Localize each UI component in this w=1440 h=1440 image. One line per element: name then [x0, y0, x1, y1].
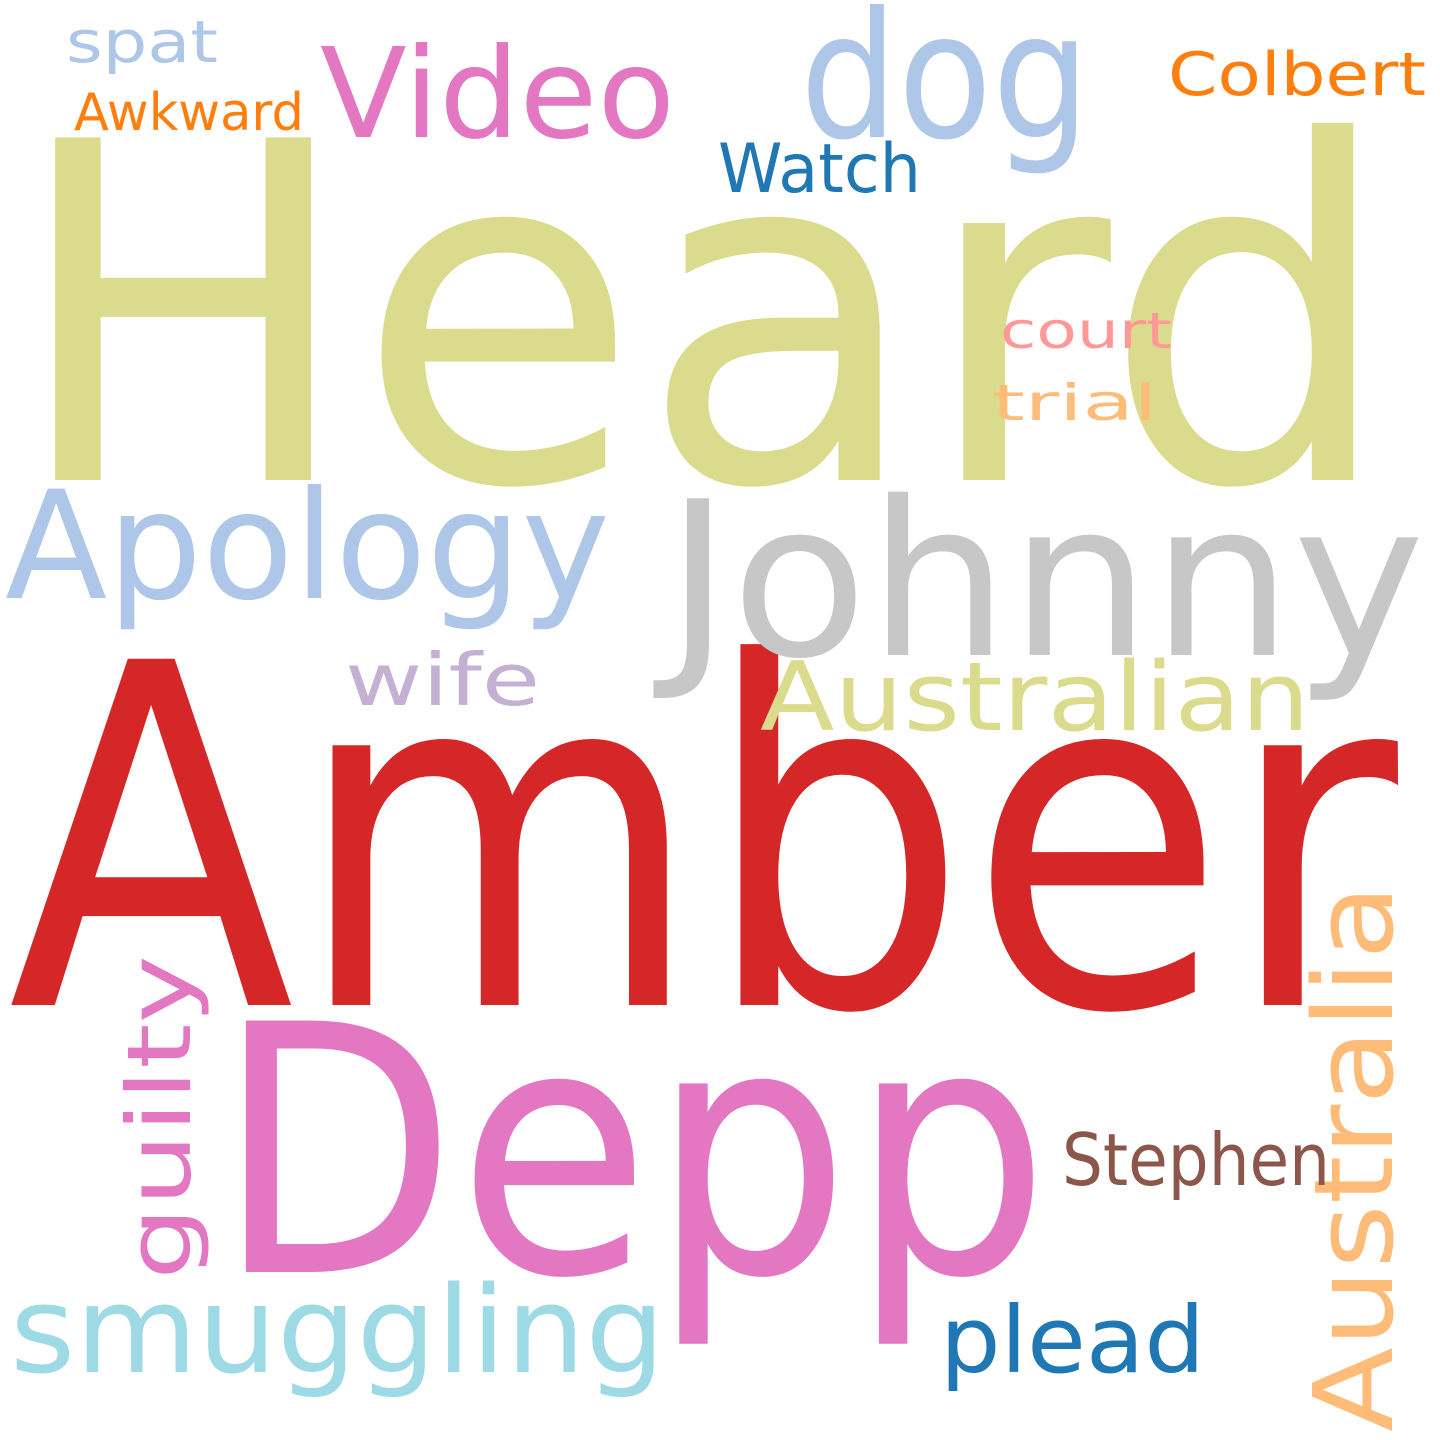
- word-apology: Apology: [5, 460, 610, 634]
- word-stephen: Stephen: [1062, 1118, 1330, 1202]
- word-awkward: Awkward: [74, 83, 304, 143]
- word-australia: Australia: [1290, 884, 1418, 1432]
- word-trial: trial: [992, 374, 1157, 432]
- word-dog: dog: [800, 0, 1090, 179]
- word-amber: Amber: [8, 565, 1402, 1118]
- word-heard: Heard: [10, 44, 1395, 591]
- word-australian: Australian: [760, 643, 1310, 753]
- word-guilty: guilty: [108, 955, 211, 1280]
- word-plead: plead: [940, 1287, 1205, 1394]
- word-depp: Depp: [215, 953, 1050, 1354]
- word-video: Video: [320, 22, 675, 167]
- word-wife: wife: [345, 638, 540, 722]
- word-court: court: [1000, 302, 1172, 360]
- word-johnny: Johnny: [653, 455, 1425, 706]
- word-colbert: Colbert: [1168, 40, 1426, 110]
- word-watch: Watch: [718, 130, 921, 209]
- word-spat: spat: [66, 8, 218, 76]
- word-smuggling: smuggling: [10, 1262, 665, 1401]
